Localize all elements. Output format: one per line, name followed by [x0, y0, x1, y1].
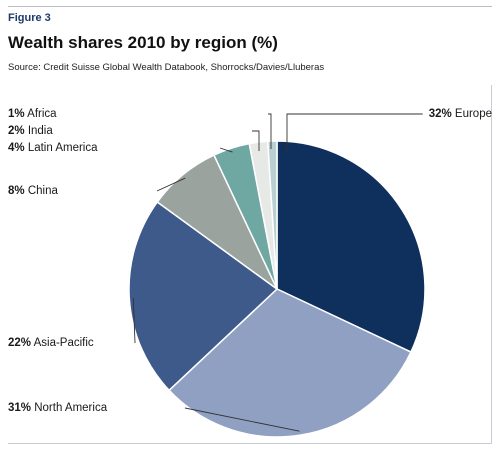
slice-label-china: 8% China: [8, 185, 58, 197]
slice-label-india: 2% India: [8, 125, 53, 137]
slice-label-africa: 1% Africa: [8, 108, 57, 120]
leader-line-india: [252, 130, 260, 151]
chart-frame: [8, 85, 492, 444]
figure-label: Figure 3: [8, 12, 51, 24]
pie-slice-europe: [276, 140, 426, 354]
pie-slice-asia-pacific: [128, 200, 279, 392]
slice-label-latin-america: 4% Latin America: [8, 142, 98, 154]
slice-label-asia-pacific: 22% Asia-Pacific: [8, 337, 94, 349]
slice-label-north-america: 31% North America: [8, 402, 108, 414]
pie-slice-africa: [266, 140, 278, 290]
slice-label-europe: 32% Europe: [429, 108, 492, 120]
leader-line-china: [156, 177, 186, 192]
pie-slice-north-america: [168, 288, 412, 438]
leader-line-asia-pacific: [132, 298, 136, 344]
leader-line-europe: [286, 113, 423, 151]
leader-line-africa: [268, 113, 272, 149]
chart-source: Source: Credit Suisse Global Wealth Data…: [8, 62, 325, 73]
leader-line-north-america: [184, 407, 300, 432]
top-rule: [8, 6, 492, 7]
leader-line-latin-america: [219, 147, 233, 153]
chart-title: Wealth shares 2010 by region (%): [8, 33, 278, 52]
